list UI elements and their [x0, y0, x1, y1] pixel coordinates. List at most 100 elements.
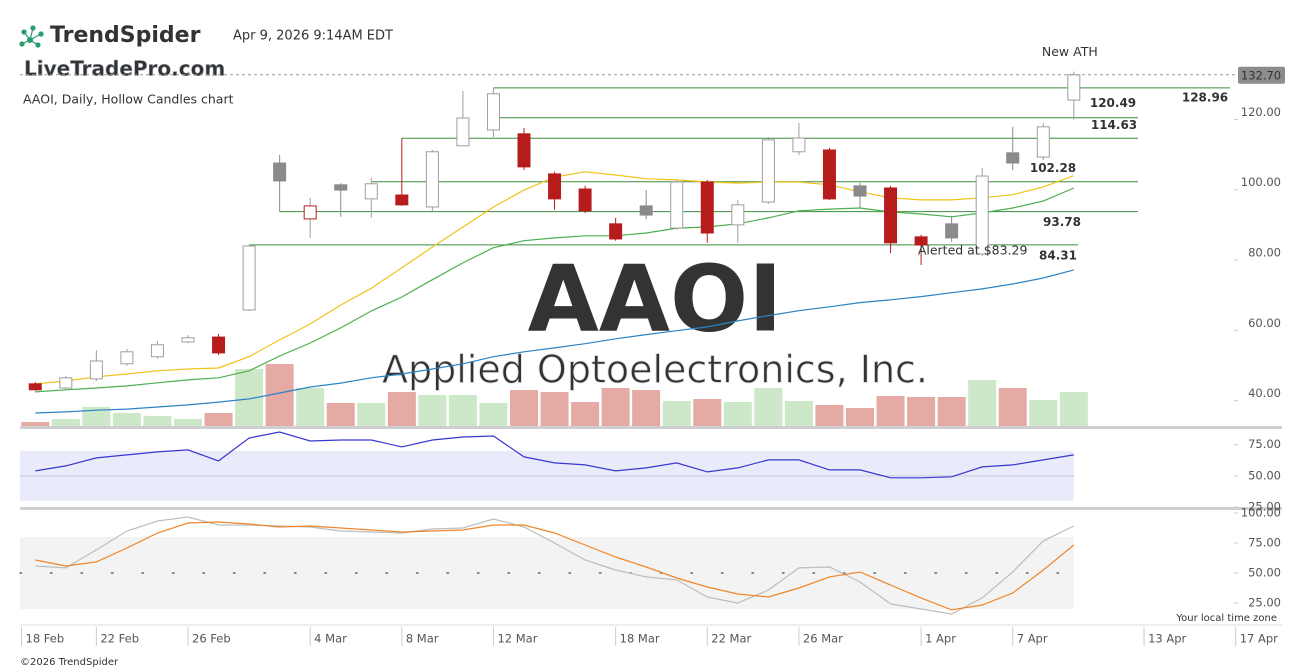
candle-body: [975, 175, 989, 255]
x-tick-label: 18 Feb: [26, 632, 65, 646]
moving-average: [35, 269, 1074, 414]
volume-bar: [174, 419, 202, 426]
y-tick-label: 50.00: [1248, 468, 1281, 482]
x-tick-label: 12 Mar: [497, 632, 537, 646]
candle-body: [639, 205, 653, 216]
level-label: 84.31: [1039, 248, 1077, 262]
candle-body: [731, 204, 745, 226]
candle-body: [120, 351, 134, 365]
y-tick-label: 75.00: [1248, 437, 1281, 451]
candle-body: [181, 337, 195, 343]
candle-body: [1006, 152, 1020, 164]
y-tick-label: 25.00: [1248, 595, 1281, 609]
candle-body: [364, 183, 378, 200]
candle-body: [425, 151, 439, 208]
volume-bar: [112, 413, 141, 426]
candle-body: [456, 117, 470, 147]
candle-body: [853, 185, 867, 197]
last-price-label: 132.70: [1241, 68, 1281, 82]
volume-bar: [296, 388, 325, 426]
y-tick-label: 75.00: [1248, 535, 1281, 549]
volume-bar: [968, 380, 997, 426]
y-tick-label: 50.00: [1248, 565, 1281, 579]
volume-bar: [204, 413, 233, 426]
candle-body: [1036, 126, 1050, 158]
x-tick-label: 8 Mar: [406, 632, 439, 646]
x-tick-label: 4 Mar: [314, 632, 347, 646]
candle-body: [822, 149, 836, 200]
candle-body: [150, 344, 164, 358]
annotation: Alerted at $83.29: [918, 242, 1028, 257]
watermark-symbol: AAOI: [528, 245, 783, 352]
volume-bar: [662, 401, 691, 426]
y-tick-label: 60.00: [1248, 316, 1281, 330]
candle-body: [914, 236, 928, 246]
volume-bar: [754, 388, 783, 426]
candle-body: [700, 181, 714, 234]
candle-body: [486, 93, 500, 131]
last-price-box: [1238, 66, 1285, 84]
x-tick-label: 26 Feb: [192, 632, 231, 646]
volume-bar: [479, 403, 508, 426]
volume-bar: [1029, 400, 1058, 426]
candle-body: [395, 194, 409, 206]
x-tick-label: 22 Feb: [100, 632, 139, 646]
candle-body: [89, 360, 103, 380]
volume-bar: [326, 403, 355, 426]
watermark-company: Applied Optoelectronics, Inc.: [382, 348, 928, 392]
candle-body: [517, 133, 531, 168]
level-label: 102.28: [1030, 161, 1076, 175]
volume-bar: [510, 390, 538, 426]
x-tick-label: 7 Apr: [1017, 632, 1048, 646]
brand: TrendSpider: [50, 23, 201, 48]
volume-bar: [51, 419, 80, 426]
candle-body: [609, 223, 623, 240]
panel-separator: [20, 426, 1282, 429]
volume-bar: [937, 397, 966, 426]
volume-bar: [632, 390, 661, 426]
timestamp: Apr 9, 2026 9:14AM EDT: [233, 29, 393, 44]
band: [20, 536, 1074, 609]
chart-label: AAOI, Daily, Hollow Candles chart: [23, 92, 234, 107]
footer: ©2026 TrendSpider: [20, 657, 119, 668]
candle-body: [212, 336, 226, 354]
candle-body: [242, 245, 256, 311]
candle-body: [945, 223, 959, 239]
y-tick-label: 40.00: [1248, 386, 1281, 400]
volume-bar: [907, 397, 936, 426]
site-watermark: LiveTradePro.com: [24, 57, 225, 81]
y-tick-label: 120.00: [1241, 105, 1281, 119]
y-tick-label: 100.00: [1241, 505, 1281, 519]
volume-bar: [601, 388, 630, 426]
candle-body: [303, 205, 317, 220]
volume-bar: [693, 399, 722, 426]
level-label: 114.63: [1091, 118, 1137, 132]
volume-bar: [784, 401, 813, 426]
level-label: 93.78: [1043, 215, 1081, 229]
candle-body: [884, 187, 898, 244]
panel-separator: [20, 507, 1282, 510]
volume-bar: [998, 388, 1027, 426]
volume-bar: [1059, 392, 1088, 426]
candle-body: [28, 383, 42, 391]
x-tick-label: 17 Apr: [1240, 632, 1278, 646]
time-zone-note: Your local time zone: [1175, 613, 1277, 624]
x-tick-label: 18 Mar: [620, 632, 660, 646]
volume-bar: [723, 402, 752, 426]
volume-bar: [540, 392, 569, 426]
indicator-line: [35, 521, 1075, 611]
y-tick-label: 80.00: [1248, 246, 1281, 260]
level-label: 120.49: [1090, 96, 1136, 110]
x-tick-label: 26 Mar: [803, 632, 843, 646]
candle-body: [548, 173, 562, 200]
annotation: New ATH: [1042, 44, 1098, 59]
level-label: 128.96: [1182, 90, 1228, 104]
volume-bar: [448, 395, 477, 426]
x-tick-label: 22 Mar: [711, 632, 751, 646]
volume-bar: [143, 416, 172, 426]
candle-body: [273, 162, 287, 182]
volume-bar: [418, 395, 447, 426]
volume-bar: [571, 402, 600, 426]
y-tick-label: 25.00: [1248, 500, 1281, 514]
